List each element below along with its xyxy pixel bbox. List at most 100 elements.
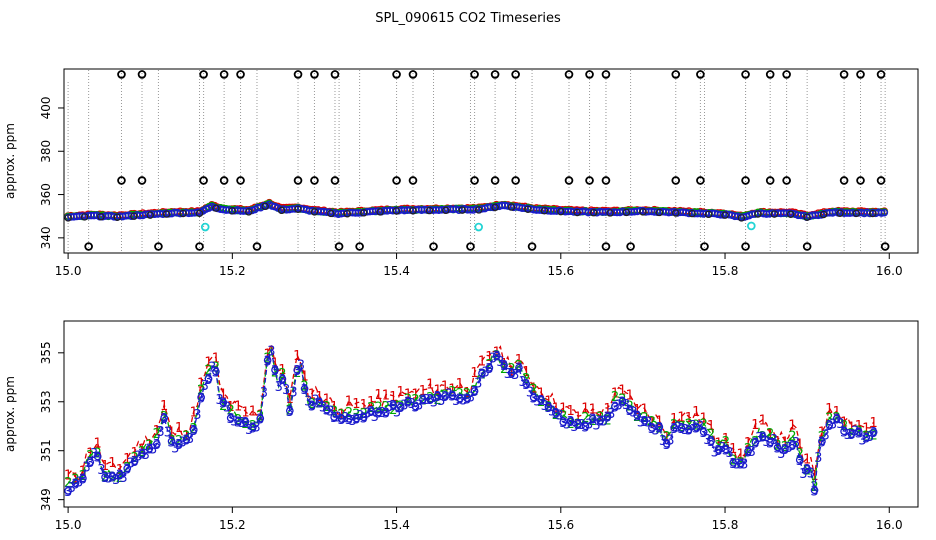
- bottom-series-3-label: 3: [814, 451, 822, 466]
- bottom-series-3-label: 3: [755, 431, 763, 446]
- top-series-blue-point: [877, 209, 886, 217]
- bottom-series-3-point: [825, 421, 834, 429]
- bottom-series-3-point: [692, 423, 701, 432]
- top-series-black-point: [458, 206, 466, 214]
- top-series-black-point: [130, 212, 138, 220]
- top-flagged-mid-point: [782, 176, 791, 185]
- bottom-series-1-label: 1: [781, 435, 789, 450]
- top-series-black-point: [195, 209, 204, 218]
- bottom-series-2-label: 2: [433, 393, 441, 408]
- bottom-series-3-point: [529, 393, 538, 402]
- top-flagged-high-point: [782, 70, 791, 79]
- bottom-series-1-label: 1: [197, 377, 205, 392]
- bottom-series-3-point: [367, 407, 375, 416]
- bottom-series-3-point: [795, 456, 804, 464]
- bottom-series-3-label: 3: [821, 429, 829, 444]
- bottom-series-3-label: 3: [533, 394, 541, 409]
- bottom-series-1-label: 1: [729, 442, 737, 457]
- bottom-series-3-point: [300, 384, 309, 393]
- bottom-series-3-label: 3: [267, 345, 275, 360]
- bottom-series-1-label: 1: [692, 405, 700, 420]
- bottom-series-2-label: 2: [330, 405, 338, 420]
- bottom-series-3-label: 3: [855, 426, 863, 441]
- bottom-series-3-point: [492, 351, 501, 360]
- top-series-black-point: [80, 213, 89, 221]
- top-series-black-point: [754, 210, 762, 218]
- bottom-series-1-label: 1: [833, 405, 841, 420]
- bottom-series-3-label: 3: [149, 443, 157, 458]
- bottom-series-3-point: [404, 397, 412, 406]
- top-flagged-high-point: [408, 70, 418, 79]
- bottom-series-3-point: [847, 430, 856, 439]
- bottom-series-3-point: [803, 465, 811, 473]
- bottom-series-1-label: 1: [796, 437, 804, 452]
- bottom-series-3-label: 3: [511, 368, 519, 383]
- bottom-series-3-label: 3: [241, 416, 249, 431]
- bottom-series-1-label: 1: [685, 411, 693, 426]
- bottom-series-3-point: [862, 433, 871, 442]
- bottom-series-3-point: [160, 413, 169, 422]
- top-y-tick-label: 400: [39, 97, 53, 120]
- bottom-series-1-label: 1: [648, 415, 656, 430]
- bottom-series-3-label: 3: [870, 426, 878, 441]
- bottom-series-2-label: 2: [833, 411, 841, 426]
- bottom-series-2-label: 2: [419, 393, 427, 408]
- top-flagged-mid-point: [741, 176, 750, 185]
- bottom-series-3-label: 3: [803, 463, 811, 478]
- bottom-series-3-label: 3: [345, 413, 353, 428]
- bottom-series-3-line: [67, 348, 875, 492]
- bottom-series-3-label: 3: [326, 405, 334, 420]
- bottom-series-3-label: 3: [82, 460, 90, 475]
- bottom-series-3-label: 3: [79, 472, 87, 487]
- bottom-x-axis: 15.0 15.2 15.4 15.6 15.8 16.0: [55, 507, 903, 532]
- top-flagged-mid-point: [236, 176, 245, 185]
- bottom-series-3-point: [108, 472, 117, 481]
- bottom-series-3-label: 3: [256, 413, 264, 428]
- bottom-series-3-point: [382, 408, 390, 417]
- top-x-tick-label: 15.8: [712, 264, 739, 278]
- bottom-y-axis-title: approx. ppm: [3, 376, 17, 452]
- bottom-series-3-label: 3: [264, 354, 272, 369]
- bottom-series-1-label: 1: [840, 415, 848, 430]
- bottom-series-3-label: 3: [319, 401, 327, 416]
- bottom-series-3-label: 3: [522, 378, 530, 393]
- bottom-series-3-point: [751, 438, 760, 447]
- top-series-black-point: [392, 207, 401, 215]
- top-x-tick-label: 15.4: [383, 264, 410, 278]
- bottom-series-3-point: [182, 435, 191, 444]
- top-flagged-low-point: [700, 242, 709, 251]
- bottom-series-1-label: 1: [640, 403, 648, 418]
- bottom-series-1-label: 1: [626, 388, 634, 403]
- top-spike-lines: [67, 69, 886, 253]
- bottom-series-3-label: 3: [260, 386, 268, 401]
- bottom-series-3-label: 3: [108, 470, 116, 485]
- bottom-series-2-label: 2: [197, 383, 205, 398]
- bottom-series-3-point: [773, 443, 782, 452]
- top-flagged-high-point: [856, 70, 865, 79]
- bottom-series-3-label: 3: [563, 417, 571, 432]
- bottom-series-3-label: 3: [537, 394, 545, 409]
- top-flagged-mid-point: [876, 176, 886, 185]
- bottom-series-2-label: 2: [249, 419, 257, 434]
- top-series-black-point: [622, 208, 631, 217]
- bottom-series-3-label: 3: [112, 473, 120, 488]
- bottom-series-2-label: 2: [138, 445, 146, 460]
- bottom-series-2-label: 2: [79, 469, 87, 484]
- top-flagged-high-point: [137, 70, 147, 79]
- bottom-series-1-label: 1: [862, 422, 870, 437]
- top-series-black-point: [277, 206, 286, 215]
- bottom-series-3-label: 3: [685, 424, 693, 439]
- bottom-series-3-label: 3: [585, 417, 593, 432]
- bottom-series-2-label: 2: [870, 429, 878, 444]
- bottom-series-2-label: 2: [677, 420, 685, 435]
- bottom-series-3-point: [189, 425, 198, 434]
- top-flagged-low-point: [429, 242, 438, 251]
- bottom-series-1-label: 1: [707, 419, 715, 434]
- bottom-series-3-label: 3: [282, 383, 290, 398]
- top-flagged-mid-point: [310, 176, 319, 185]
- top-flagged-high-point: [392, 70, 401, 79]
- bottom-series-3-label: 3: [404, 396, 412, 411]
- bottom-series-3-point: [818, 437, 826, 446]
- bottom-series-3-label: 3: [596, 415, 604, 430]
- bottom-series-3-point: [167, 437, 176, 446]
